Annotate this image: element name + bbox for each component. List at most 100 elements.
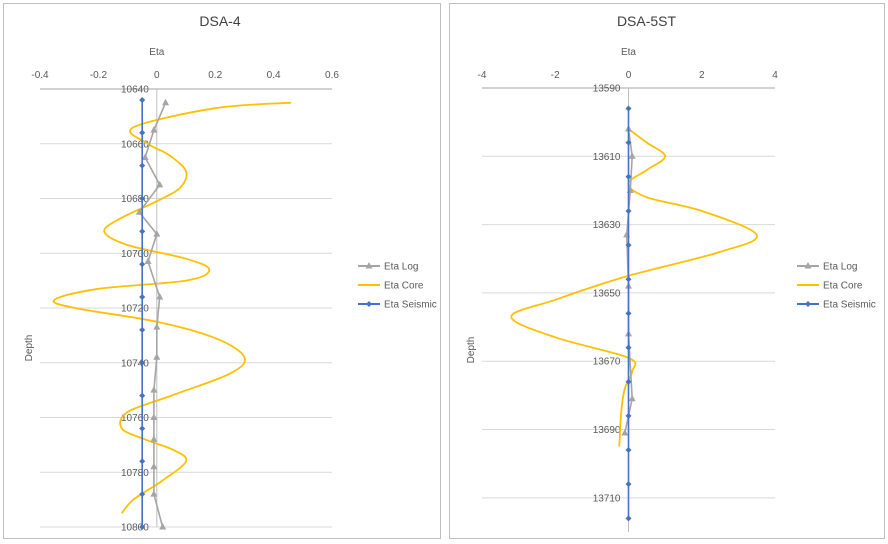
- y-tick-label: 13670: [593, 357, 621, 368]
- x-tick-label: -2: [551, 70, 560, 81]
- legend-entry-eta-core: Eta Core: [797, 281, 863, 292]
- data-point-diamond: [139, 228, 146, 235]
- legend-label: Eta Seismic: [384, 300, 437, 311]
- y-axis-label: Depth: [466, 337, 477, 364]
- data-point-diamond: [625, 139, 632, 146]
- data-point-diamond: [625, 412, 632, 419]
- legend-label: Eta Core: [384, 281, 424, 292]
- y-axis-label: Depth: [24, 335, 35, 362]
- data-point-diamond: [625, 344, 632, 351]
- series-line-eta-log: [138, 102, 167, 528]
- y-tick-label: 10680: [121, 194, 149, 205]
- data-point-triangle: [150, 490, 158, 497]
- x-tick-label: -0.4: [31, 70, 49, 81]
- x-tick-label: 0: [154, 70, 160, 81]
- data-point-diamond: [139, 294, 146, 301]
- data-point-triangle: [135, 208, 143, 215]
- data-point-diamond: [625, 207, 632, 214]
- data-point-triangle: [628, 152, 636, 159]
- x-tick-label: 0: [626, 70, 632, 81]
- legend-marker: [805, 301, 811, 307]
- legend-label: Eta Seismic: [823, 300, 876, 311]
- series-eta-core: [510, 128, 758, 447]
- data-point-diamond: [139, 491, 146, 498]
- y-tick-label: 13690: [593, 425, 621, 436]
- chart-panel-dsa-4: DSA-4 Eta Depth 10640 10660 10680 10700 10720 10…: [3, 3, 441, 539]
- y-tick-label: 13630: [593, 220, 621, 231]
- data-point-triangle: [144, 257, 152, 264]
- data-point-diamond: [139, 359, 146, 366]
- chart-dsa-4: DSA-4 Eta Depth 10640 10660 10680 10700 10720 10…: [24, 13, 437, 534]
- data-point-diamond: [625, 378, 632, 385]
- data-point-diamond: [139, 392, 146, 399]
- series-eta-log: [135, 98, 170, 530]
- data-point-triangle: [150, 435, 158, 442]
- data-point-triangle: [156, 180, 164, 188]
- y-tick-label: 10760: [121, 413, 149, 424]
- chart-title: DSA-5ST: [617, 13, 677, 29]
- data-point-diamond: [625, 481, 632, 488]
- y-tick-label: 13710: [593, 493, 621, 504]
- y-tick-label: 10700: [121, 249, 149, 260]
- y-tick-label: 10640: [121, 85, 149, 96]
- y-tick-label: 10660: [121, 139, 149, 150]
- data-point-diamond: [139, 326, 146, 333]
- data-point-triangle: [150, 386, 158, 393]
- data-point-triangle: [141, 153, 149, 160]
- legend-entry-eta-seismic: Eta Seismic: [797, 300, 876, 311]
- series-line-eta-log: [624, 128, 634, 434]
- data-point-diamond: [139, 129, 146, 136]
- legend-entry-eta-log: Eta Log: [797, 262, 857, 273]
- legend-marker: [366, 301, 372, 307]
- y-tick-label: 10720: [121, 304, 149, 315]
- legend-marker: [365, 262, 373, 269]
- data-point-diamond: [625, 173, 632, 180]
- x-tick-label: 0.6: [325, 70, 339, 81]
- legend-label: Eta Core: [823, 281, 863, 292]
- data-point-diamond: [625, 447, 632, 454]
- data-point-diamond: [625, 276, 632, 283]
- data-point-triangle: [162, 98, 170, 106]
- y-tick-label: 10740: [121, 358, 149, 369]
- data-point-triangle: [150, 126, 158, 133]
- series-eta-seismic: [139, 96, 146, 530]
- data-point-triangle: [153, 323, 161, 330]
- legend-label: Eta Log: [384, 262, 418, 273]
- data-point-diamond: [625, 515, 632, 522]
- data-point-triangle: [150, 413, 158, 420]
- data-point-triangle: [628, 394, 636, 402]
- data-point-diamond: [625, 105, 632, 112]
- series-line-eta-core: [52, 101, 292, 514]
- x-tick-label: 2: [699, 70, 705, 81]
- y-tick-label: 13610: [593, 152, 621, 163]
- data-point-triangle: [159, 523, 167, 530]
- x-axis-label: Eta: [149, 47, 164, 58]
- y-tick-label: 13590: [593, 84, 621, 95]
- series-eta-core: [52, 101, 292, 514]
- x-tick-label: -4: [478, 70, 487, 81]
- data-point-diamond: [139, 195, 146, 202]
- data-point-diamond: [139, 458, 146, 465]
- series-eta-seismic: [625, 105, 632, 522]
- legend-label: Eta Log: [823, 262, 857, 273]
- data-point-diamond: [139, 96, 146, 103]
- data-point-triangle: [150, 462, 158, 470]
- chart-panel-dsa-5st: DSA-5ST Eta Depth 13590 13610 13630 13650 13670…: [449, 3, 885, 539]
- x-tick-label: -0.2: [90, 70, 108, 81]
- legend-marker: [804, 262, 812, 269]
- data-point-triangle: [153, 230, 161, 237]
- x-tick-label: 0.2: [208, 70, 222, 81]
- data-point-diamond: [139, 425, 146, 432]
- y-tick-label: 10800: [121, 523, 149, 534]
- data-point-diamond: [625, 310, 632, 317]
- legend-entry-eta-seismic: Eta Seismic: [358, 300, 437, 311]
- chart-dsa-5st: DSA-5ST Eta Depth 13590 13610 13630 13650 13670…: [466, 13, 876, 532]
- data-point-diamond: [139, 261, 146, 268]
- x-tick-label: 0.4: [267, 70, 281, 81]
- x-axis-label: Eta: [621, 47, 636, 58]
- data-point-diamond: [139, 524, 146, 530]
- chart-title: DSA-4: [199, 13, 240, 29]
- data-point-diamond: [625, 242, 632, 249]
- data-point-triangle: [156, 293, 164, 300]
- series-line-eta-core: [510, 128, 758, 447]
